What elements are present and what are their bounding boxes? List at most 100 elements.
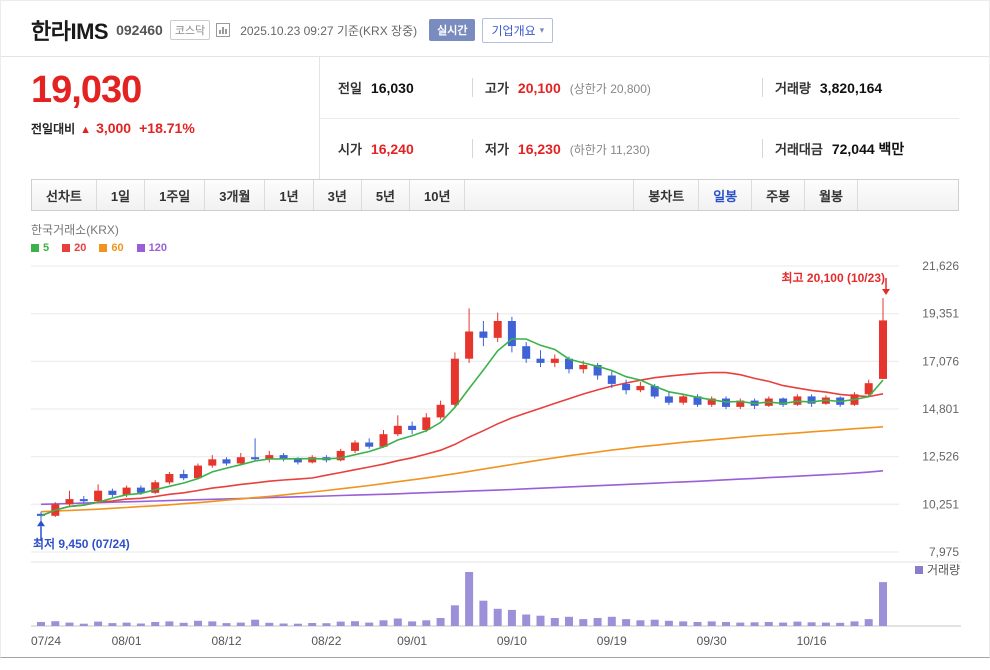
line-chart-group-label: 선차트 — [32, 180, 97, 210]
volume-bar — [108, 623, 117, 626]
tab-3month[interactable]: 3개월 — [205, 180, 266, 210]
candlestick — [308, 457, 317, 463]
volume-bar — [593, 618, 602, 626]
candlestick — [293, 459, 302, 463]
tab-1year[interactable]: 1년 — [265, 180, 314, 210]
candlestick — [194, 465, 202, 479]
candle-chart-group-label: 봉차트 — [634, 180, 700, 210]
line-chart-tab-group: 선차트 1일 1주일 3개월 1년 3년 5년 10년 — [32, 180, 466, 210]
volume-bar — [51, 621, 60, 626]
volume-bar — [807, 622, 816, 626]
volume-bar — [622, 619, 631, 626]
change-value: 3,000 — [96, 119, 132, 136]
candlestick — [222, 459, 231, 464]
tab-5year[interactable]: 5년 — [362, 180, 411, 210]
y-axis-label: 21,626 — [922, 259, 959, 273]
volume-bar — [479, 600, 488, 626]
stock-code: 092460 — [116, 22, 163, 38]
prev-close-label: 전일 — [338, 80, 362, 96]
volume-bar — [279, 623, 288, 626]
volume-bar — [636, 620, 645, 626]
volume-bar — [864, 619, 873, 626]
ma-legend: 5 20 60 120 — [31, 241, 959, 255]
volume-bar — [379, 620, 388, 626]
upper-limit-text: (상한가 20,800) — [569, 81, 651, 96]
mini-chart-icon[interactable] — [216, 23, 231, 37]
candlestick — [550, 358, 559, 363]
price-main: 19,030 전일대비 ▲ 3,000 +18.71% — [31, 57, 319, 179]
volume-bar — [236, 622, 245, 626]
volume-bar — [821, 622, 830, 626]
company-overview-label: 기업개요 — [491, 23, 536, 38]
volume-bar — [579, 619, 588, 626]
up-triangle-icon: ▲ — [80, 123, 92, 136]
y-axis-label: 12,526 — [922, 450, 959, 464]
price-change-row: 전일대비 ▲ 3,000 +18.71% — [31, 120, 319, 137]
tab-daily[interactable]: 일봉 — [699, 180, 753, 210]
candlestick — [536, 358, 545, 363]
volume-bar — [465, 572, 474, 626]
legend-swatch-icon — [136, 244, 145, 252]
high-label: 고가 — [472, 77, 509, 97]
tab-bar-spacer — [858, 180, 958, 210]
volume-bar — [507, 609, 516, 626]
candlestick — [108, 490, 117, 495]
chart-section: 한국거래소(KRX) 5 20 60 120 21,626 19,351 17,076 14… — [31, 221, 961, 648]
volume-bar — [308, 623, 317, 626]
candlestick — [379, 434, 388, 447]
ma20-line — [40, 371, 884, 517]
volume-bar — [607, 616, 616, 626]
volume-bar — [450, 605, 459, 626]
low-value: 16,230 — [517, 141, 561, 158]
ma5-line — [40, 338, 884, 517]
tab-weekly[interactable]: 주봉 — [752, 180, 806, 210]
volume-bar — [265, 622, 274, 626]
price-summary: 19,030 전일대비 ▲ 3,000 +18.71% 전일 16,030 고가… — [31, 57, 959, 179]
volume-bar — [37, 622, 45, 626]
tab-1day[interactable]: 1일 — [97, 180, 146, 210]
volume-bar — [122, 622, 131, 626]
ma120-line — [40, 470, 884, 506]
candle-chart-tab-group: 봉차트 일봉 주봉 월봉 — [633, 180, 858, 210]
tab-3year[interactable]: 3년 — [314, 180, 362, 210]
price-detail-table: 전일 16,030 고가 20,100 (상한가 20,800) 거래량 3,8… — [319, 57, 959, 179]
ma-legend-item-60: 60 — [99, 242, 124, 254]
current-price: 19,030 — [31, 69, 142, 111]
prev-close-cell: 전일 16,030 — [320, 78, 472, 97]
volume-bar — [536, 615, 545, 626]
volume-bar — [750, 622, 759, 626]
volume-bar — [707, 621, 716, 626]
volume-value: 3,820,164 — [819, 79, 883, 96]
volume-bar — [194, 620, 202, 626]
candlestick — [79, 499, 88, 502]
candlestick — [136, 487, 145, 493]
volume-bar — [764, 622, 773, 626]
candlestick — [122, 487, 131, 495]
open-label: 시가 — [338, 142, 362, 158]
volume-bar — [79, 623, 88, 626]
low-cell: 저가 16,230 (하한가 11,230) — [472, 139, 762, 159]
trade-value-label: 거래대금 — [762, 138, 823, 158]
candlestick — [165, 474, 174, 483]
volume-bar — [850, 621, 859, 626]
x-axis-label: 08/01 — [112, 634, 142, 648]
x-axis-label: 09/01 — [397, 634, 427, 648]
volume-legend-label: 거래량 — [927, 563, 960, 577]
tab-10year[interactable]: 10년 — [410, 180, 466, 210]
candlestick — [179, 474, 188, 479]
legend-swatch-icon — [99, 244, 108, 252]
candlestick — [422, 417, 431, 430]
y-axis-label: 10,251 — [922, 497, 959, 511]
volume-bar — [493, 608, 502, 626]
candlestick — [336, 450, 345, 461]
y-axis-label: 7,975 — [929, 545, 959, 559]
candlestick — [265, 455, 274, 460]
volume-legend-swatch-icon — [915, 566, 923, 574]
volume-bar — [251, 619, 260, 626]
market-badge-kosdaq[interactable]: 코스닥 — [169, 20, 211, 40]
company-overview-button[interactable]: 기업개요 ▾ — [482, 17, 554, 43]
tab-1week[interactable]: 1주일 — [145, 180, 206, 210]
tab-monthly[interactable]: 월봉 — [805, 180, 858, 210]
price-volume-chart: 21,626 19,351 17,076 14,801 12,526 10,251 7,97… — [31, 259, 961, 648]
